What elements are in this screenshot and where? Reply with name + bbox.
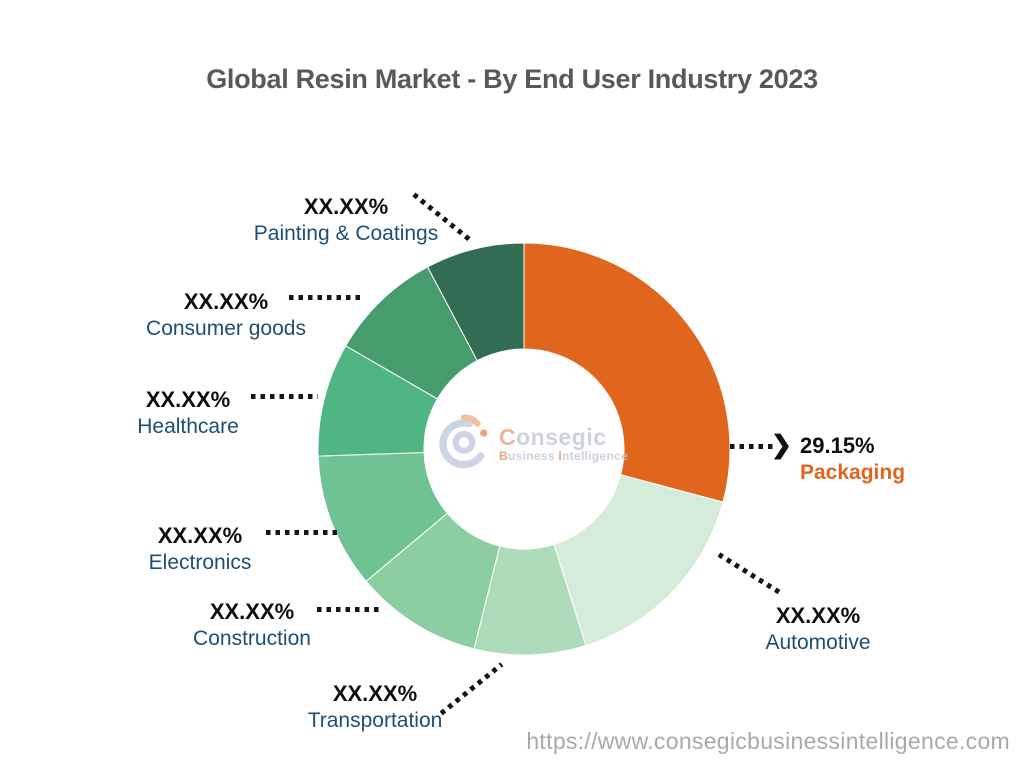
leader-line-consumer-goods <box>289 295 361 300</box>
construction-label: Construction <box>193 627 311 650</box>
leader-line-construction <box>317 607 379 612</box>
packaging-value: 29.15% <box>800 433 875 458</box>
callout-packaging: 29.15% Packaging <box>800 432 905 486</box>
packaging-label: Packaging <box>800 461 906 484</box>
page-title: Global Resin Market - By End User Indust… <box>206 64 818 94</box>
arrow-right-icon: ❯ <box>771 431 792 459</box>
automotive-label: Automotive <box>765 631 871 654</box>
donut-segment-packaging <box>523 242 731 503</box>
painting-coatings-value: XX.XX% <box>303 194 389 219</box>
callout-electronics: XX.XX% Electronics <box>100 522 300 576</box>
healthcare-value: XX.XX% <box>145 387 231 412</box>
consegic-logo-subtitle: Business Intelligence <box>499 449 629 463</box>
callout-healthcare: XX.XX% Healthcare <box>88 386 288 440</box>
automotive-value: XX.XX% <box>775 603 861 628</box>
callout-transportation: XX.XX% Transportation <box>275 680 475 734</box>
electronics-value: XX.XX% <box>157 523 243 548</box>
consegic-logo-name: Consegic <box>499 424 607 450</box>
construction-value: XX.XX% <box>209 599 295 624</box>
leader-line-electronics <box>266 530 337 535</box>
consegic-logo: Consegic Business Intelligence <box>438 410 628 478</box>
consumer-goods-value: XX.XX% <box>183 289 269 314</box>
transportation-value: XX.XX% <box>332 681 418 706</box>
transportation-label: Transportation <box>307 709 443 732</box>
donut-segment-automotive <box>553 474 724 647</box>
website-url: https://www.consegicbusinessintelligence… <box>526 728 1010 754</box>
callout-automotive: XX.XX% Automotive <box>718 602 918 656</box>
healthcare-label: Healthcare <box>137 415 239 438</box>
leader-line-packaging <box>730 444 774 449</box>
donut-segment-painting-coatings <box>426 242 525 362</box>
callout-painting-coatings: XX.XX% Painting & Coatings <box>246 193 446 247</box>
electronics-label: Electronics <box>148 551 252 574</box>
callout-construction: XX.XX% Construction <box>152 598 352 652</box>
painting-coatings-label: Painting & Coatings <box>253 222 439 245</box>
consegic-logo-text: Consegic Business Intelligence <box>499 425 628 463</box>
leader-line-healthcare <box>251 394 318 399</box>
consumer-goods-label: Consumer goods <box>146 317 306 340</box>
consegic-logo-mark-icon <box>439 414 488 469</box>
callout-consumer-goods: XX.XX% Consumer goods <box>126 288 326 342</box>
